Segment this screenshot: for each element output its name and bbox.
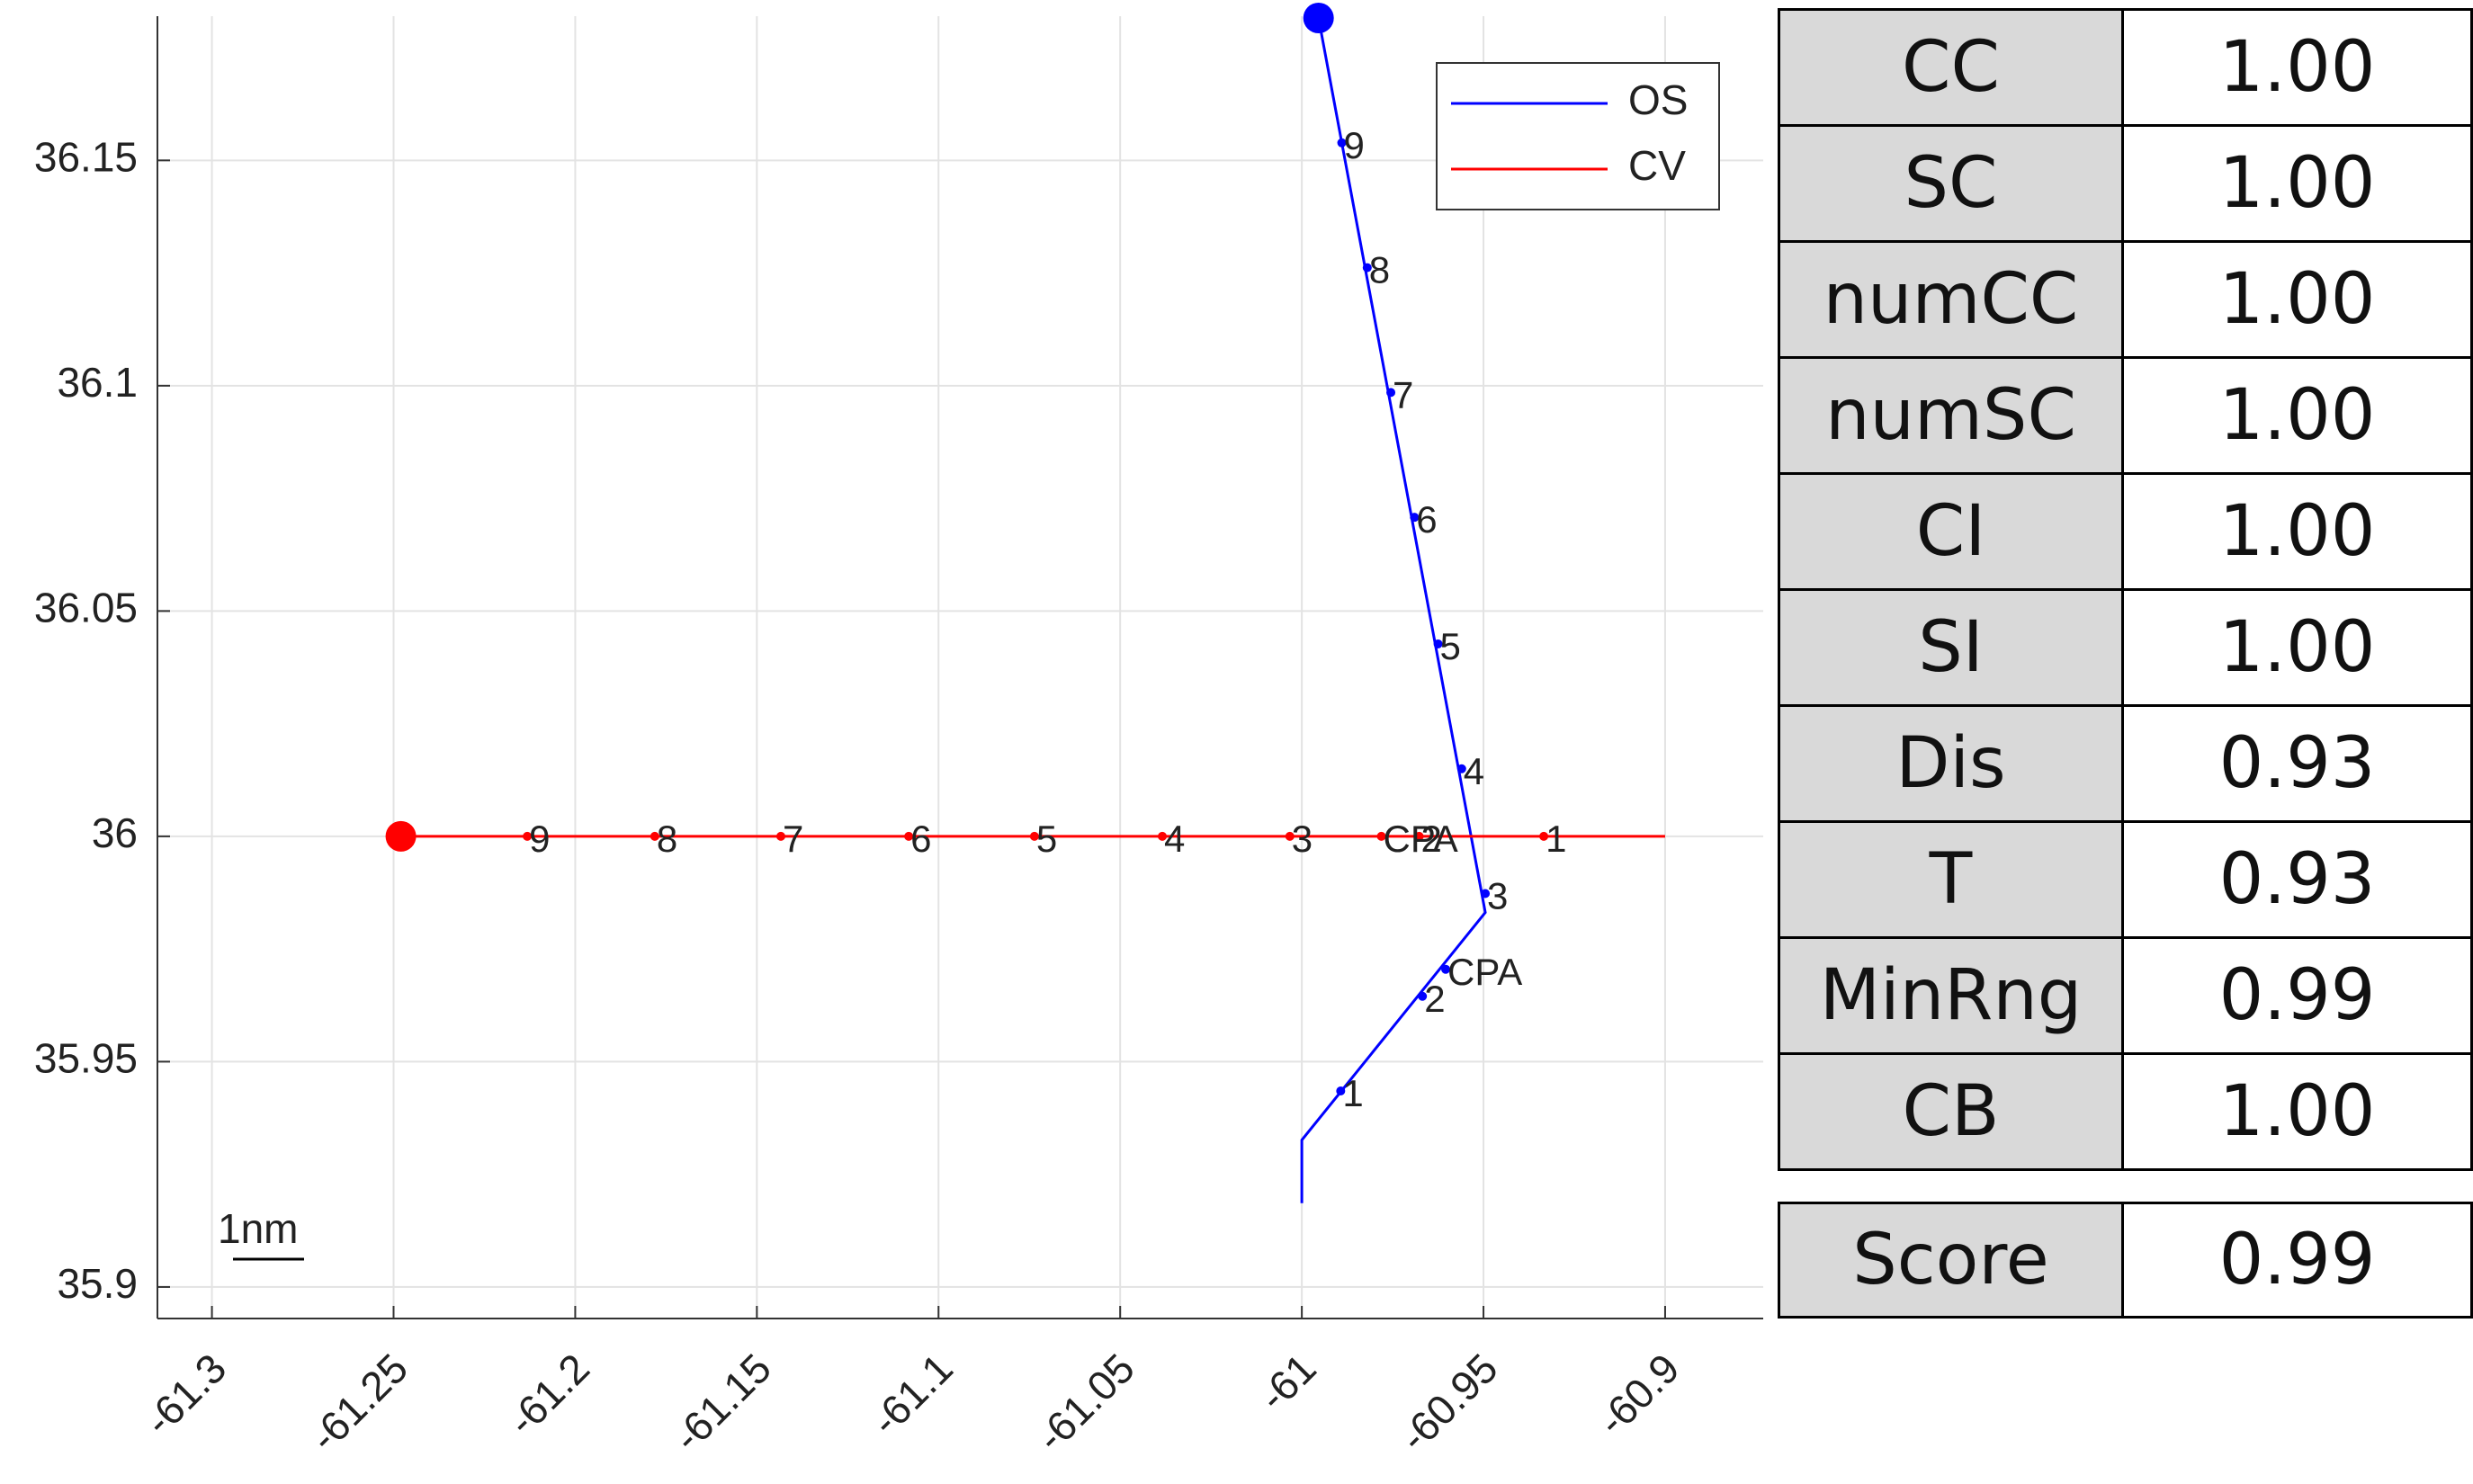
metric-value: 1.00	[2121, 124, 2473, 243]
metric-value: 1.00	[2121, 356, 2473, 475]
start-point	[385, 820, 417, 852]
y-tick-label: 35.9	[57, 1260, 138, 1307]
x-tick-label: -61.05	[1027, 1345, 1143, 1461]
marker-label: 2	[1424, 978, 1445, 1020]
time-marker	[1433, 639, 1443, 648]
marker-label: 1	[1546, 818, 1566, 860]
metric-name: Score	[1778, 1202, 2124, 1319]
chart: -61.3 -61.25 -61.2 -61.15 -61.1 -61.05 -61 -60.…	[34, 3, 1763, 1461]
legend-box	[1436, 62, 1720, 210]
time-marker	[523, 831, 533, 841]
metric-name: SI	[1778, 588, 2124, 707]
x-tick-label: -60.95	[1391, 1345, 1507, 1461]
marker-label: 2	[1421, 818, 1442, 860]
metric-name: MinRng	[1778, 936, 2124, 1055]
marker-label: CPA	[1447, 951, 1522, 993]
metric-value: 0.93	[2121, 704, 2473, 823]
time-marker	[1386, 388, 1396, 398]
metric-name: CC	[1778, 8, 2124, 127]
marker-label: 7	[783, 818, 803, 860]
time-marker	[1362, 263, 1372, 273]
metric-name: CI	[1778, 472, 2124, 591]
x-tick-label: -61.15	[664, 1345, 780, 1461]
marker-label: 5	[1440, 625, 1461, 667]
x-tick-label: -61.3	[135, 1345, 235, 1444]
marker-label: 4	[1164, 818, 1185, 860]
y-tick-label: 36	[92, 809, 138, 856]
metric-name: Dis	[1778, 704, 2124, 823]
metric-name: CB	[1778, 1052, 2124, 1171]
legend-label: CV	[1628, 142, 1686, 189]
time-marker	[1410, 513, 1420, 523]
time-marker	[1418, 991, 1428, 1001]
x-tick-label: -60.9	[1589, 1345, 1689, 1444]
x-tick-label: -61.1	[862, 1345, 962, 1444]
marker-label: 9	[529, 818, 550, 860]
marker-label: 8	[657, 818, 677, 860]
marker-label: 8	[1369, 249, 1390, 291]
marker-label: 3	[1487, 875, 1508, 917]
metric-name: SC	[1778, 124, 2124, 243]
metric-value: 1.00	[2121, 240, 2473, 359]
y-tick-label: 36.15	[34, 133, 138, 180]
time-marker	[1441, 964, 1451, 974]
y-tick-label: 36.1	[57, 359, 138, 406]
legend-label: OS	[1628, 76, 1688, 123]
marker-label: 4	[1464, 750, 1484, 792]
time-marker	[1456, 764, 1466, 773]
marker-label: 6	[1416, 498, 1437, 541]
time-marker	[650, 831, 659, 841]
metric-value: 0.99	[2121, 1202, 2473, 1319]
y-tick-label: 36.05	[34, 585, 138, 631]
time-marker	[1481, 889, 1491, 898]
time-marker	[1337, 138, 1347, 148]
x-tick-label: -61.2	[498, 1345, 598, 1444]
time-marker	[1376, 831, 1386, 841]
marker-label: 7	[1393, 373, 1413, 416]
scale-label: 1nm	[218, 1205, 298, 1252]
x-tick-label: -61	[1250, 1345, 1325, 1420]
time-marker	[1539, 831, 1549, 841]
marker-label: CPA	[1384, 818, 1458, 860]
time-marker	[904, 831, 914, 841]
metric-name: T	[1778, 820, 2124, 939]
metric-value: 1.00	[2121, 8, 2473, 127]
marker-label: 9	[1344, 124, 1365, 166]
time-marker	[1029, 831, 1039, 841]
time-marker	[776, 831, 785, 841]
metric-name: numCC	[1778, 240, 2124, 359]
marker-label: 1	[1342, 1072, 1363, 1114]
time-marker	[1158, 831, 1168, 841]
metric-name: numSC	[1778, 356, 2124, 475]
series-line	[1300, 17, 1487, 1203]
y-tick-label: 35.95	[34, 1035, 138, 1082]
metric-value: 1.00	[2121, 588, 2473, 707]
metric-value: 1.00	[2121, 472, 2473, 591]
metric-value: 0.93	[2121, 820, 2473, 939]
x-tick-label: -61.25	[300, 1345, 417, 1461]
marker-label: 6	[910, 818, 931, 860]
time-marker	[1285, 831, 1295, 841]
marker-label: 3	[1292, 818, 1313, 860]
metric-value: 1.00	[2121, 1052, 2473, 1171]
metric-value: 0.99	[2121, 936, 2473, 1055]
time-marker	[1414, 831, 1424, 841]
time-marker	[1336, 1086, 1346, 1095]
start-point	[1303, 3, 1334, 34]
marker-label: 5	[1036, 818, 1057, 860]
